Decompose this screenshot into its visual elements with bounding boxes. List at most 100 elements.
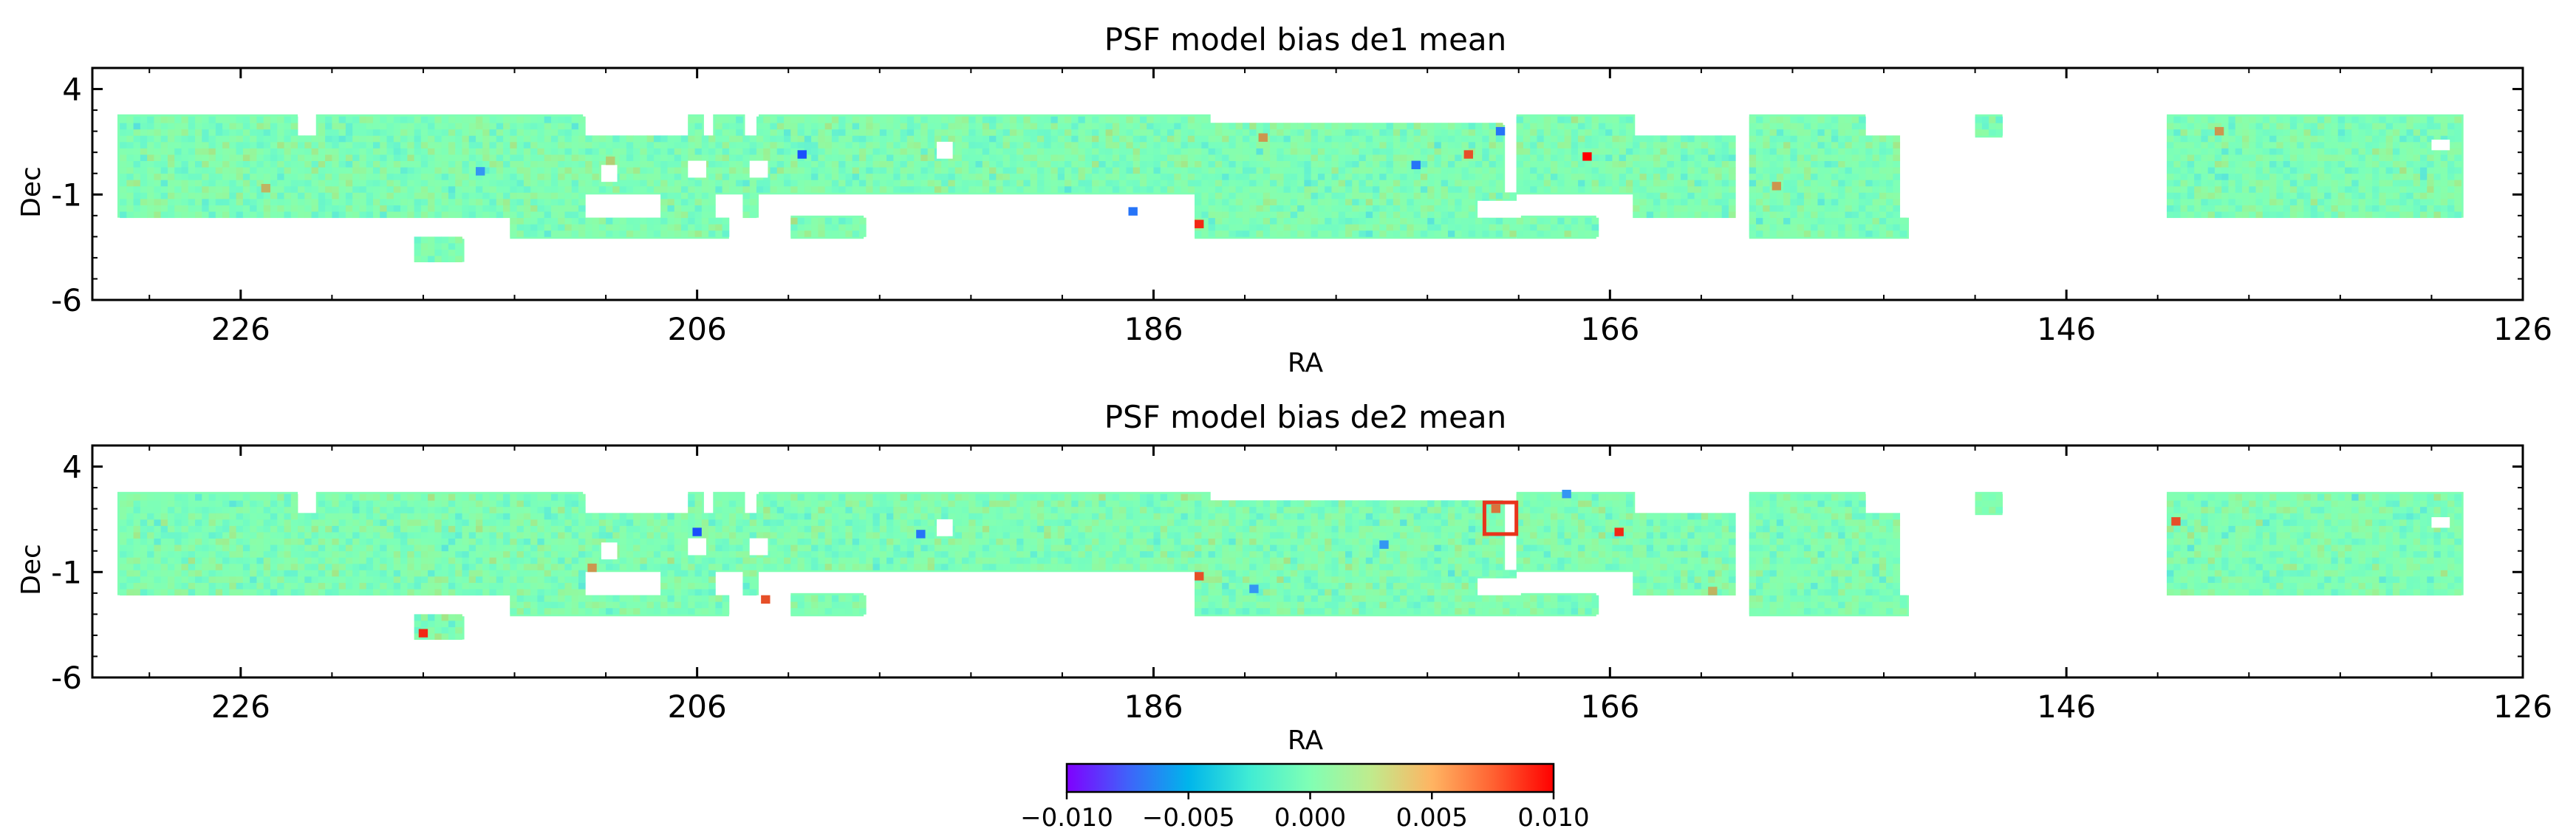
heatmap-cell (1365, 123, 1373, 130)
heatmap-cell (948, 185, 956, 193)
heatmap-cell (441, 116, 449, 123)
heatmap-cell (2331, 173, 2339, 180)
heatmap-cell (2283, 185, 2291, 193)
heatmap-cell (2351, 123, 2359, 130)
heatmap-cell (1591, 217, 1599, 225)
heatmap-cell (1749, 224, 1757, 231)
heatmap-cell (558, 185, 565, 193)
heatmap-cell (886, 160, 894, 168)
heatmap-cell (1427, 211, 1435, 219)
heatmap-cell (852, 185, 860, 193)
heatmap-cell (1475, 123, 1483, 130)
heatmap-cell (1468, 141, 1476, 148)
heatmap-cell (202, 160, 209, 168)
heatmap-cell (558, 123, 565, 130)
heatmap-cell (1290, 180, 1298, 187)
heatmap-cell (352, 148, 360, 155)
heatmap-cell (681, 141, 689, 148)
heatmap-cell (1694, 141, 1702, 148)
heatmap-cell (290, 173, 298, 180)
heatmap-cell (1017, 141, 1024, 148)
heatmap-cell (1797, 180, 1805, 187)
heatmap-cell (852, 129, 860, 136)
heatmap-cell (1749, 160, 1757, 168)
heatmap-cell (2406, 167, 2414, 174)
heatmap-cell (811, 154, 819, 161)
heatmap-cell (1393, 192, 1401, 199)
heatmap-cell (503, 211, 510, 219)
heatmap-cell (530, 198, 538, 205)
heatmap-cell (838, 173, 846, 180)
heatmap-cell (1208, 185, 1216, 193)
heatmap-cell (1530, 167, 1537, 174)
heatmap-cell (2317, 192, 2325, 199)
heatmap-cell (407, 141, 414, 148)
heatmap-cell (1859, 116, 1866, 123)
heatmap-cell (811, 167, 819, 174)
heatmap-cell (1571, 129, 1579, 136)
heatmap-cell (633, 607, 640, 615)
heatmap-cell (1229, 230, 1237, 237)
heatmap-cell (1660, 141, 1667, 148)
heatmap-cell (154, 211, 162, 219)
heatmap-cell (688, 224, 695, 231)
heatmap-cell (1899, 224, 1907, 231)
heatmap-cell (2173, 135, 2182, 143)
heatmap-cell (1646, 148, 1654, 155)
heatmap-cell (1790, 192, 1798, 199)
heatmap-cell (318, 123, 326, 130)
heatmap-cell (585, 135, 592, 143)
heatmap-cell (414, 249, 422, 256)
heatmap-cell (1523, 230, 1531, 237)
heatmap-cell (1845, 148, 1853, 155)
heatmap-cell (181, 192, 189, 199)
heatmap-cell (407, 148, 414, 155)
heatmap-cell (2303, 160, 2312, 168)
heatmap-cell (222, 129, 230, 136)
heatmap-cell (2194, 192, 2201, 199)
heatmap-cell (1359, 198, 1367, 205)
heatmap-cell (1851, 148, 1859, 155)
heatmap-cell (428, 160, 435, 168)
heatmap-cell (441, 236, 449, 244)
heatmap-cell (1790, 180, 1798, 187)
heatmap-cell (428, 167, 435, 174)
heatmap-cell (420, 116, 428, 123)
heatmap-cell (1461, 129, 1469, 136)
heatmap-cell (1893, 205, 1901, 212)
heatmap-cell (386, 123, 394, 130)
heatmap-cell (2297, 154, 2304, 161)
heatmap-cell (338, 180, 346, 187)
heatmap-cell (1824, 154, 1832, 161)
heatmap-cell (304, 160, 312, 168)
heatmap-cell (1249, 607, 1257, 615)
heatmap-cell (2289, 192, 2297, 199)
heatmap-cell (1468, 160, 1476, 168)
heatmap-cell (1352, 167, 1359, 174)
heatmap-cell (1605, 135, 1613, 143)
heatmap-cell (277, 129, 284, 136)
heatmap-cell (558, 116, 565, 123)
heatmap-cell (1208, 135, 1216, 143)
heatmap-cell (585, 224, 592, 231)
heatmap-cell (1400, 141, 1407, 148)
heatmap-cell (2269, 205, 2277, 212)
heatmap-cell (2228, 192, 2236, 199)
heatmap-cell (1304, 173, 1312, 180)
heatmap-cell (1831, 185, 1839, 193)
heatmap-cell (1715, 192, 1723, 199)
heatmap-cell (742, 180, 751, 187)
heatmap-cell (325, 129, 332, 136)
heatmap-cell (1571, 180, 1579, 187)
y-tick-label: 4 (62, 72, 82, 108)
heatmap-cell (400, 205, 408, 212)
heatmap-cell (2207, 135, 2215, 143)
heatmap-cell (1386, 154, 1394, 161)
heatmap-cell (1660, 211, 1667, 219)
heatmap-cell (1214, 192, 1223, 199)
heatmap-cell (222, 154, 230, 161)
heatmap-cell (475, 116, 483, 123)
heatmap-cell (332, 141, 340, 148)
heatmap-cell (1119, 167, 1127, 174)
heatmap-cell (1181, 154, 1189, 161)
